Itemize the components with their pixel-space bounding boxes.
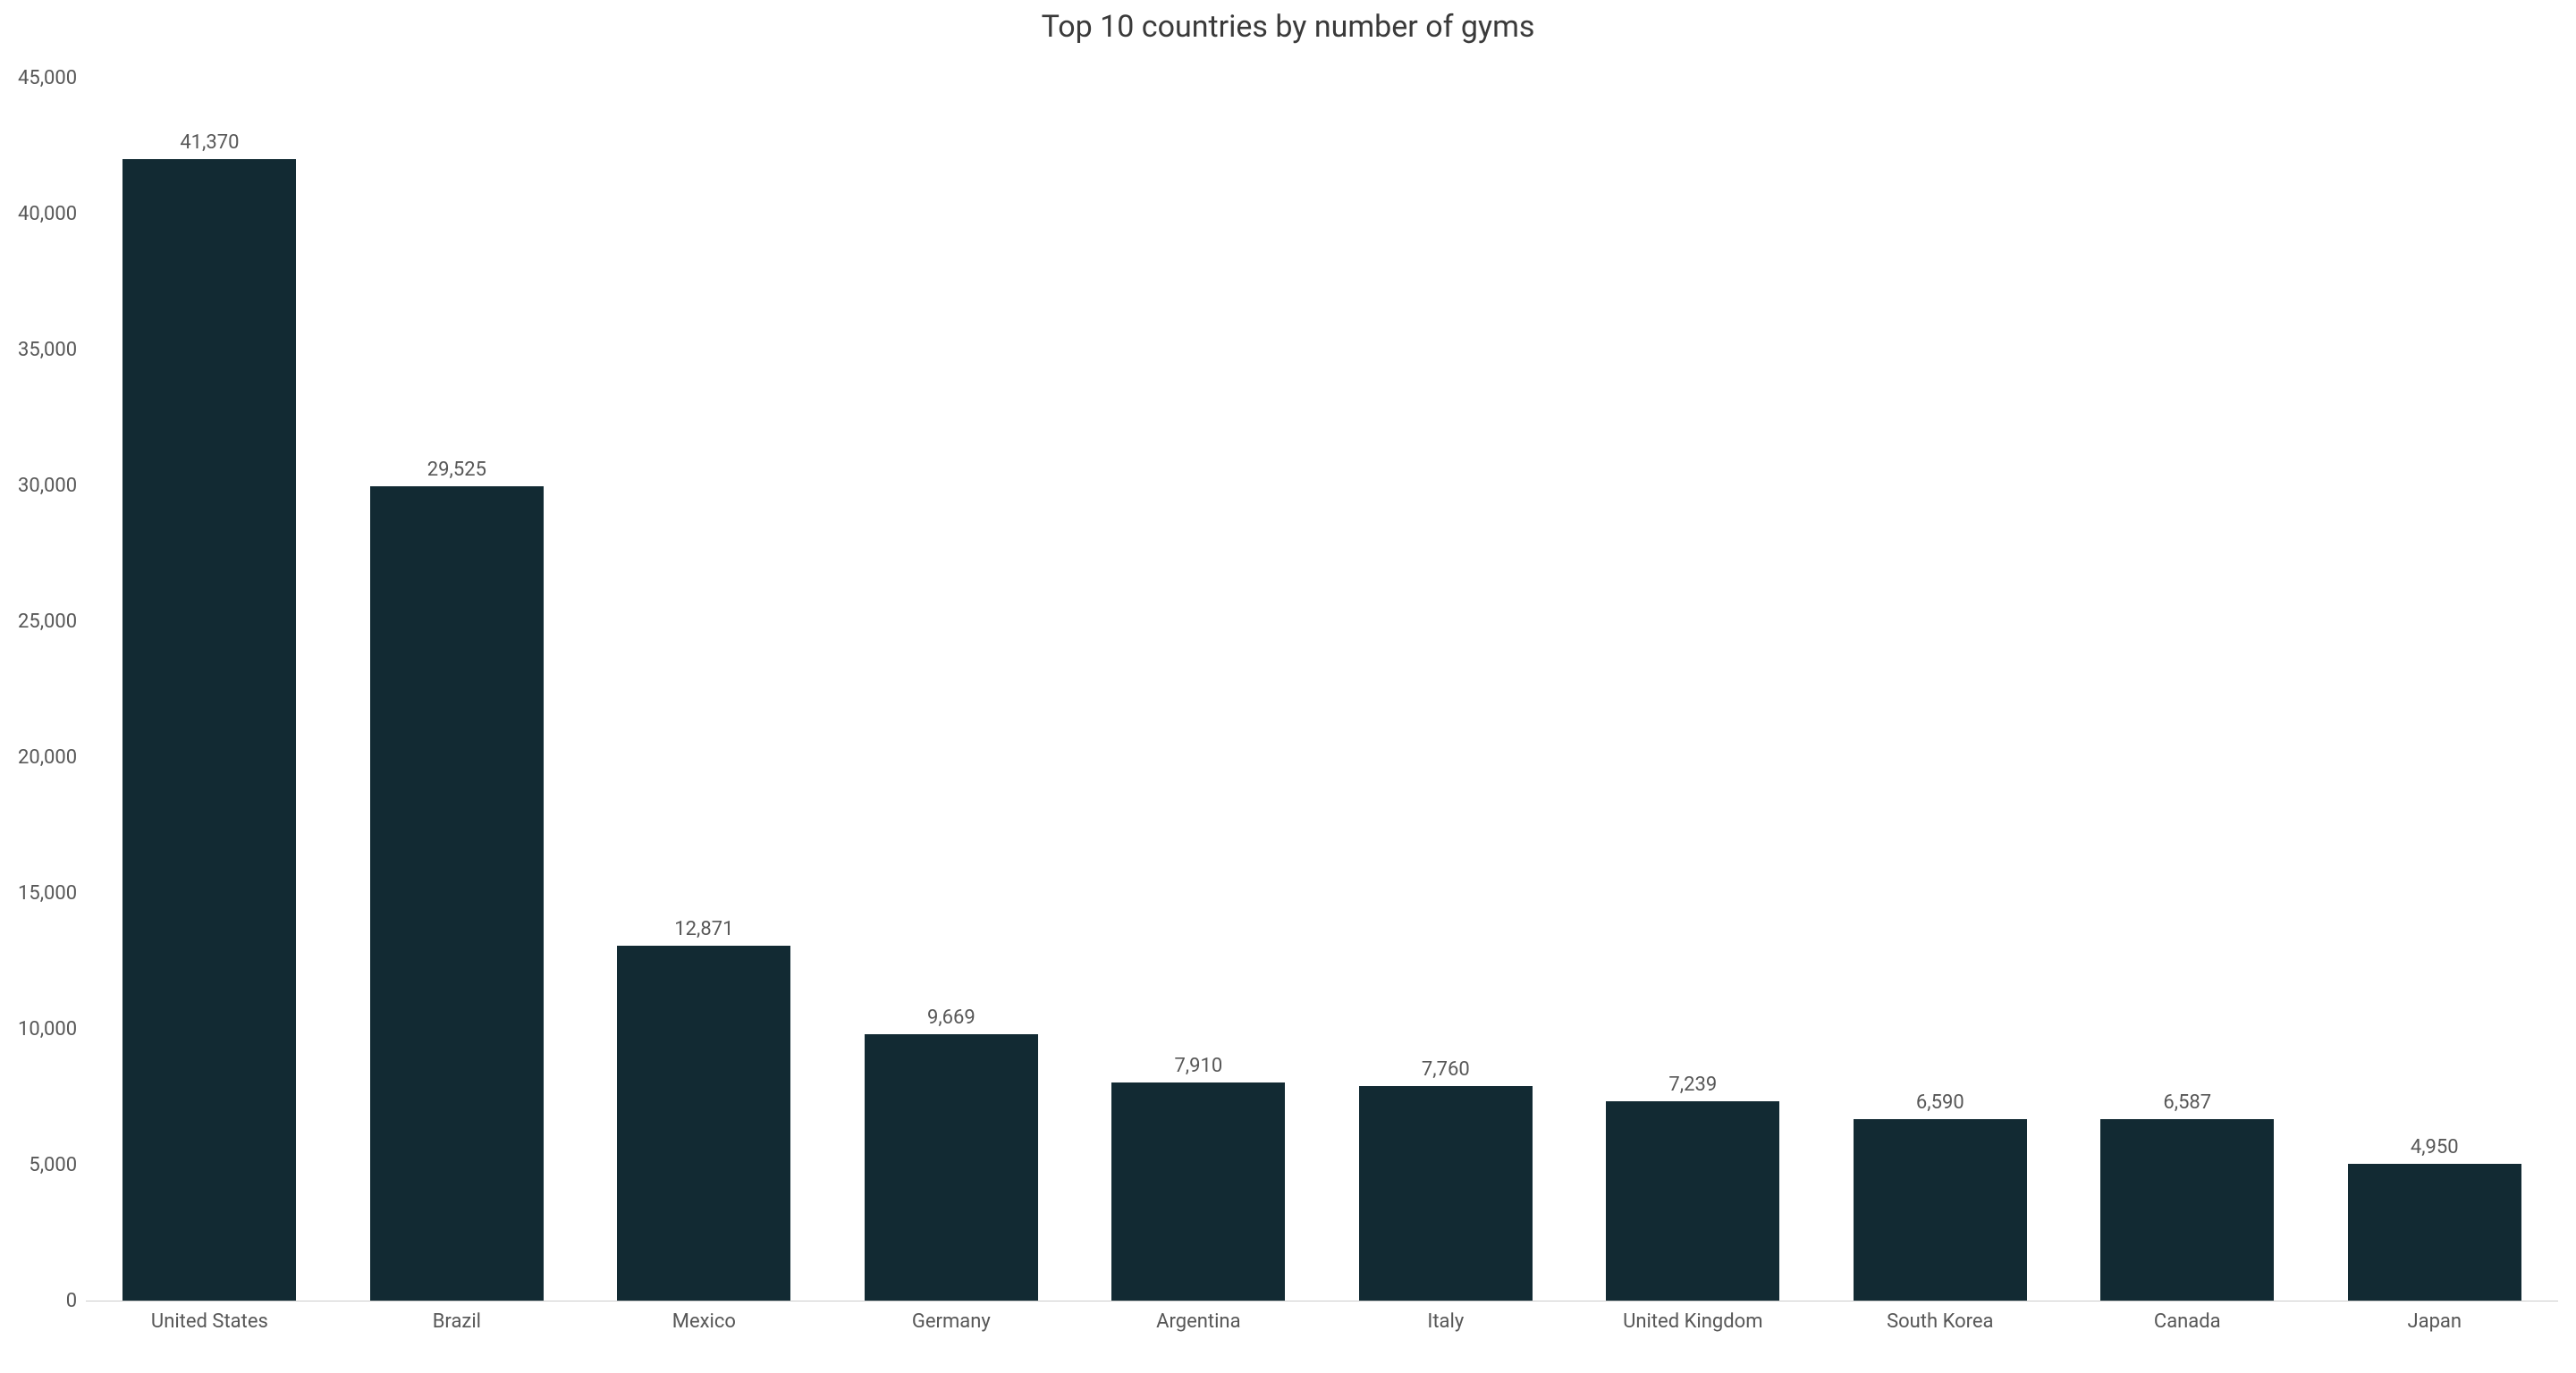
chart-body: 45,000 40,000 35,000 30,000 25,000 20,000 15,0… xyxy=(18,59,2558,1355)
y-tick: 30,000 xyxy=(18,476,77,496)
y-tick: 0 xyxy=(66,1292,77,1311)
plot-area: 41,370 29,525 12,871 9,669 7,910 7,760 7,239 6,… xyxy=(86,59,2558,1301)
bar-column: 4,950 xyxy=(2311,59,2558,1301)
bar xyxy=(370,486,544,1301)
bar-column: 41,370 xyxy=(86,59,333,1301)
x-tick-label: Italy xyxy=(1322,1310,1569,1355)
y-tick: 35,000 xyxy=(18,341,77,360)
bar-column: 6,590 xyxy=(1817,59,2064,1301)
y-tick: 40,000 xyxy=(18,205,77,224)
y-tick: 45,000 xyxy=(18,69,77,88)
x-tick-label: Brazil xyxy=(334,1310,580,1355)
bar xyxy=(1359,1086,1533,1301)
bar-column: 29,525 xyxy=(334,59,580,1301)
bar xyxy=(1111,1082,1285,1301)
x-tick-label: Mexico xyxy=(580,1310,827,1355)
x-tick-label: Canada xyxy=(2064,1310,2310,1355)
bar xyxy=(865,1034,1038,1301)
bar xyxy=(617,946,790,1301)
bar-value-label: 41,370 xyxy=(180,131,239,154)
x-tick-label: Argentina xyxy=(1075,1310,1322,1355)
x-tick-label: Japan xyxy=(2311,1310,2558,1355)
plot-wrap: 41,370 29,525 12,871 9,669 7,910 7,760 7,239 6,… xyxy=(86,59,2558,1355)
bar xyxy=(1606,1101,1779,1301)
bar-value-label: 7,910 xyxy=(1174,1055,1222,1077)
bar xyxy=(2348,1164,2521,1301)
x-tick-label: United States xyxy=(86,1310,333,1355)
bar-column: 7,239 xyxy=(1569,59,1816,1301)
y-tick: 25,000 xyxy=(18,612,77,632)
bar-value-label: 4,950 xyxy=(2411,1136,2459,1158)
bar-column: 12,871 xyxy=(580,59,827,1301)
x-tick-label: South Korea xyxy=(1817,1310,2064,1355)
x-tick-label: United Kingdom xyxy=(1569,1310,1816,1355)
bar-column: 7,910 xyxy=(1075,59,1322,1301)
bar-value-label: 6,590 xyxy=(1916,1091,1964,1114)
y-tick: 20,000 xyxy=(18,748,77,768)
y-tick: 15,000 xyxy=(18,884,77,904)
bar xyxy=(122,159,296,1301)
bar-value-label: 6,587 xyxy=(2163,1091,2211,1114)
chart-title: Top 10 countries by number of gyms xyxy=(18,9,2558,45)
y-tick: 10,000 xyxy=(18,1020,77,1040)
bar xyxy=(2100,1119,2274,1301)
x-tick-label: Germany xyxy=(828,1310,1075,1355)
bar-column: 6,587 xyxy=(2064,59,2310,1301)
y-tick: 5,000 xyxy=(29,1156,77,1175)
bar-value-label: 29,525 xyxy=(427,459,486,481)
bar-value-label: 12,871 xyxy=(674,918,733,940)
bar-value-label: 7,760 xyxy=(1422,1058,1470,1081)
bar-value-label: 7,239 xyxy=(1668,1074,1717,1096)
bar-column: 9,669 xyxy=(828,59,1075,1301)
bar xyxy=(1854,1119,2027,1301)
bar-column: 7,760 xyxy=(1322,59,1569,1301)
bar-value-label: 9,669 xyxy=(927,1007,976,1029)
y-axis: 45,000 40,000 35,000 30,000 25,000 20,000 15,0… xyxy=(18,59,86,1355)
x-axis: United StatesBrazilMexicoGermanyArgentin… xyxy=(86,1301,2558,1355)
